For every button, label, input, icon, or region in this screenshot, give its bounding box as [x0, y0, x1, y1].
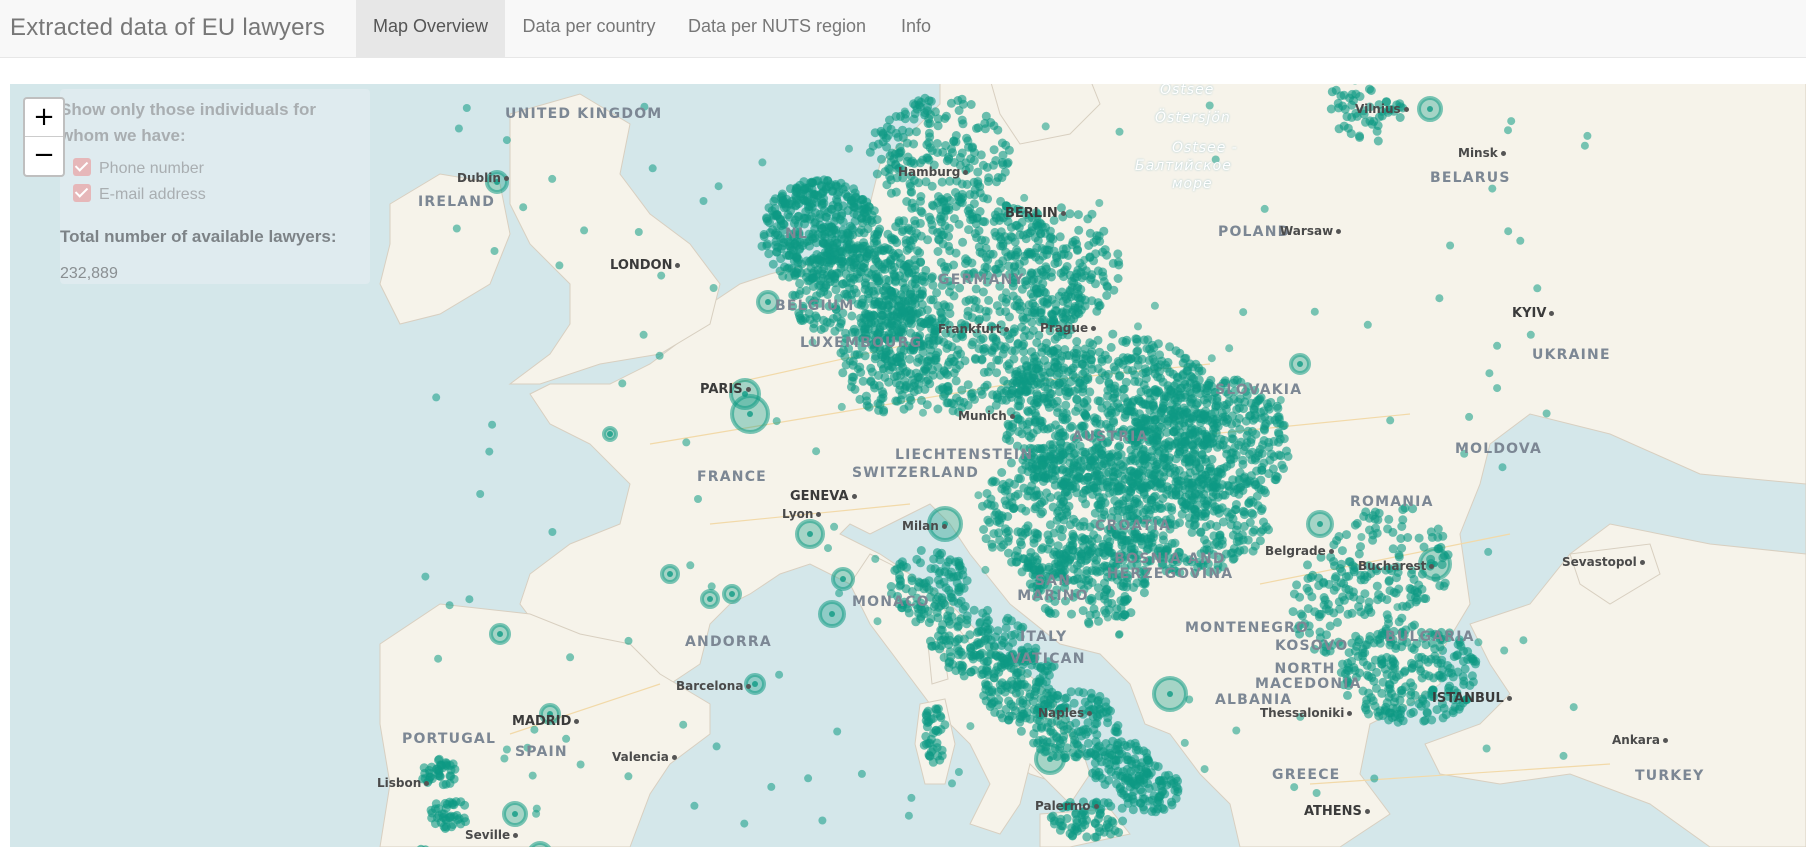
zoom-out-button[interactable]: − [33, 140, 55, 170]
total-value: 232,889 [60, 265, 118, 282]
checkmark-icon[interactable] [73, 158, 91, 176]
marker-layer[interactable] [396, 84, 1592, 847]
filter-title: Show only those individuals for whom we … [60, 100, 316, 145]
tab-info[interactable]: Info [900, 16, 932, 36]
app-title: Extracted data of EU lawyers [10, 14, 326, 41]
zoom-control: + − [23, 97, 65, 177]
email-address-label: E-mail address [99, 186, 206, 203]
checkmark-icon[interactable] [73, 184, 91, 202]
tab-data-per-nuts-region[interactable]: Data per NUTS region [687, 16, 867, 36]
tab-map-overview[interactable]: Map Overview [356, 0, 505, 57]
map-canvas[interactable] [10, 84, 1806, 847]
lawyer-map[interactable]: UNITED KINGDOM IRELAND BELGIUM LUXEMBOURG FR… [10, 84, 1806, 847]
total-label: Total number of available lawyers: [60, 227, 337, 246]
filter-panel: Show only those individuals for whom we … [60, 89, 370, 284]
zoom-in-button[interactable]: + [25, 99, 63, 137]
phone-number-checkbox[interactable]: Phone number [73, 158, 204, 178]
tab-data-per-country[interactable]: Data per country [522, 16, 656, 36]
navbar: Extracted data of EU lawyers Map Overvie… [0, 0, 1806, 58]
email-address-checkbox[interactable]: E-mail address [73, 184, 206, 204]
phone-number-label: Phone number [99, 160, 204, 177]
